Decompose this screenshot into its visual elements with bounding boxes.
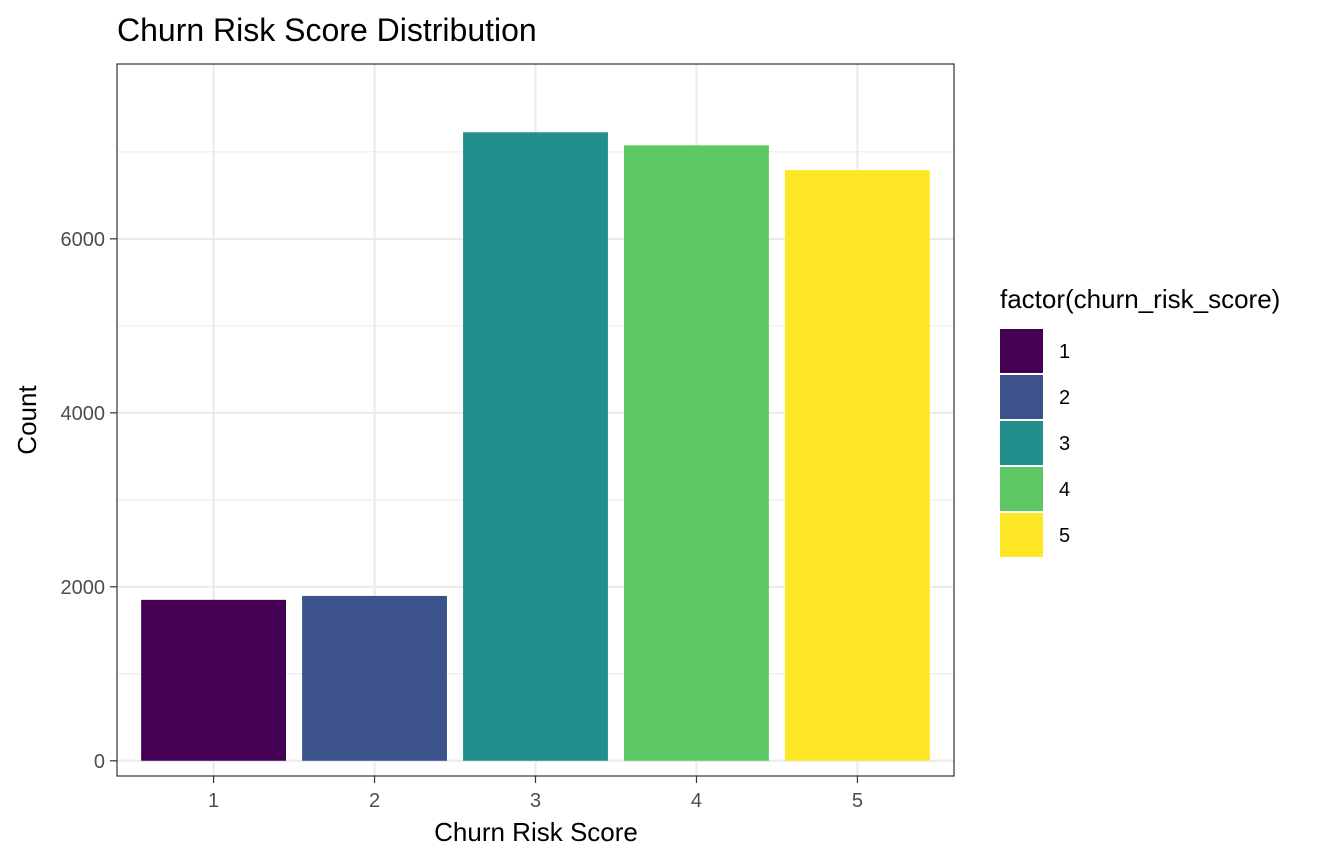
x-tick-label: 3 (530, 790, 541, 812)
bar-3 (463, 132, 608, 761)
legend-label-2: 2 (1059, 387, 1070, 409)
x-axis-title: Churn Risk Score (434, 817, 638, 847)
bars (141, 132, 930, 761)
x-tick-label: 4 (691, 790, 702, 812)
y-tick-label: 6000 (61, 229, 106, 251)
x-tick-label: 1 (208, 790, 219, 812)
legend-label-1: 1 (1059, 341, 1070, 363)
bar-4 (624, 145, 769, 761)
x-tick-label: 5 (852, 790, 863, 812)
legend-label-5: 5 (1059, 525, 1070, 547)
legend-key-5 (1000, 513, 1043, 557)
y-axis: 0 2000 4000 6000 (61, 229, 117, 773)
legend-label-3: 3 (1059, 433, 1070, 455)
legend-key-1 (1000, 329, 1043, 373)
legend-key-3 (1000, 421, 1043, 465)
bar-1 (141, 599, 287, 761)
legend-label-4: 4 (1059, 479, 1070, 501)
plot-panel (116, 63, 955, 777)
legend-key-2 (1000, 375, 1043, 419)
legend-key-4 (1000, 467, 1043, 511)
legend: factor(churn_risk_score) 1 2 3 4 5 (1000, 284, 1280, 557)
bar-2 (302, 595, 447, 761)
legend-items: 1 2 3 4 5 (1000, 329, 1070, 557)
chart-title: Churn Risk Score Distribution (117, 12, 537, 48)
y-axis-title: Count (12, 385, 42, 455)
bar-5 (784, 170, 930, 761)
x-axis: 1 2 3 4 5 (208, 776, 863, 812)
y-tick-label: 0 (94, 751, 105, 773)
x-tick-label: 2 (369, 790, 380, 812)
y-tick-label: 4000 (61, 403, 106, 425)
y-tick-label: 2000 (61, 577, 106, 599)
legend-title: factor(churn_risk_score) (1000, 284, 1280, 314)
